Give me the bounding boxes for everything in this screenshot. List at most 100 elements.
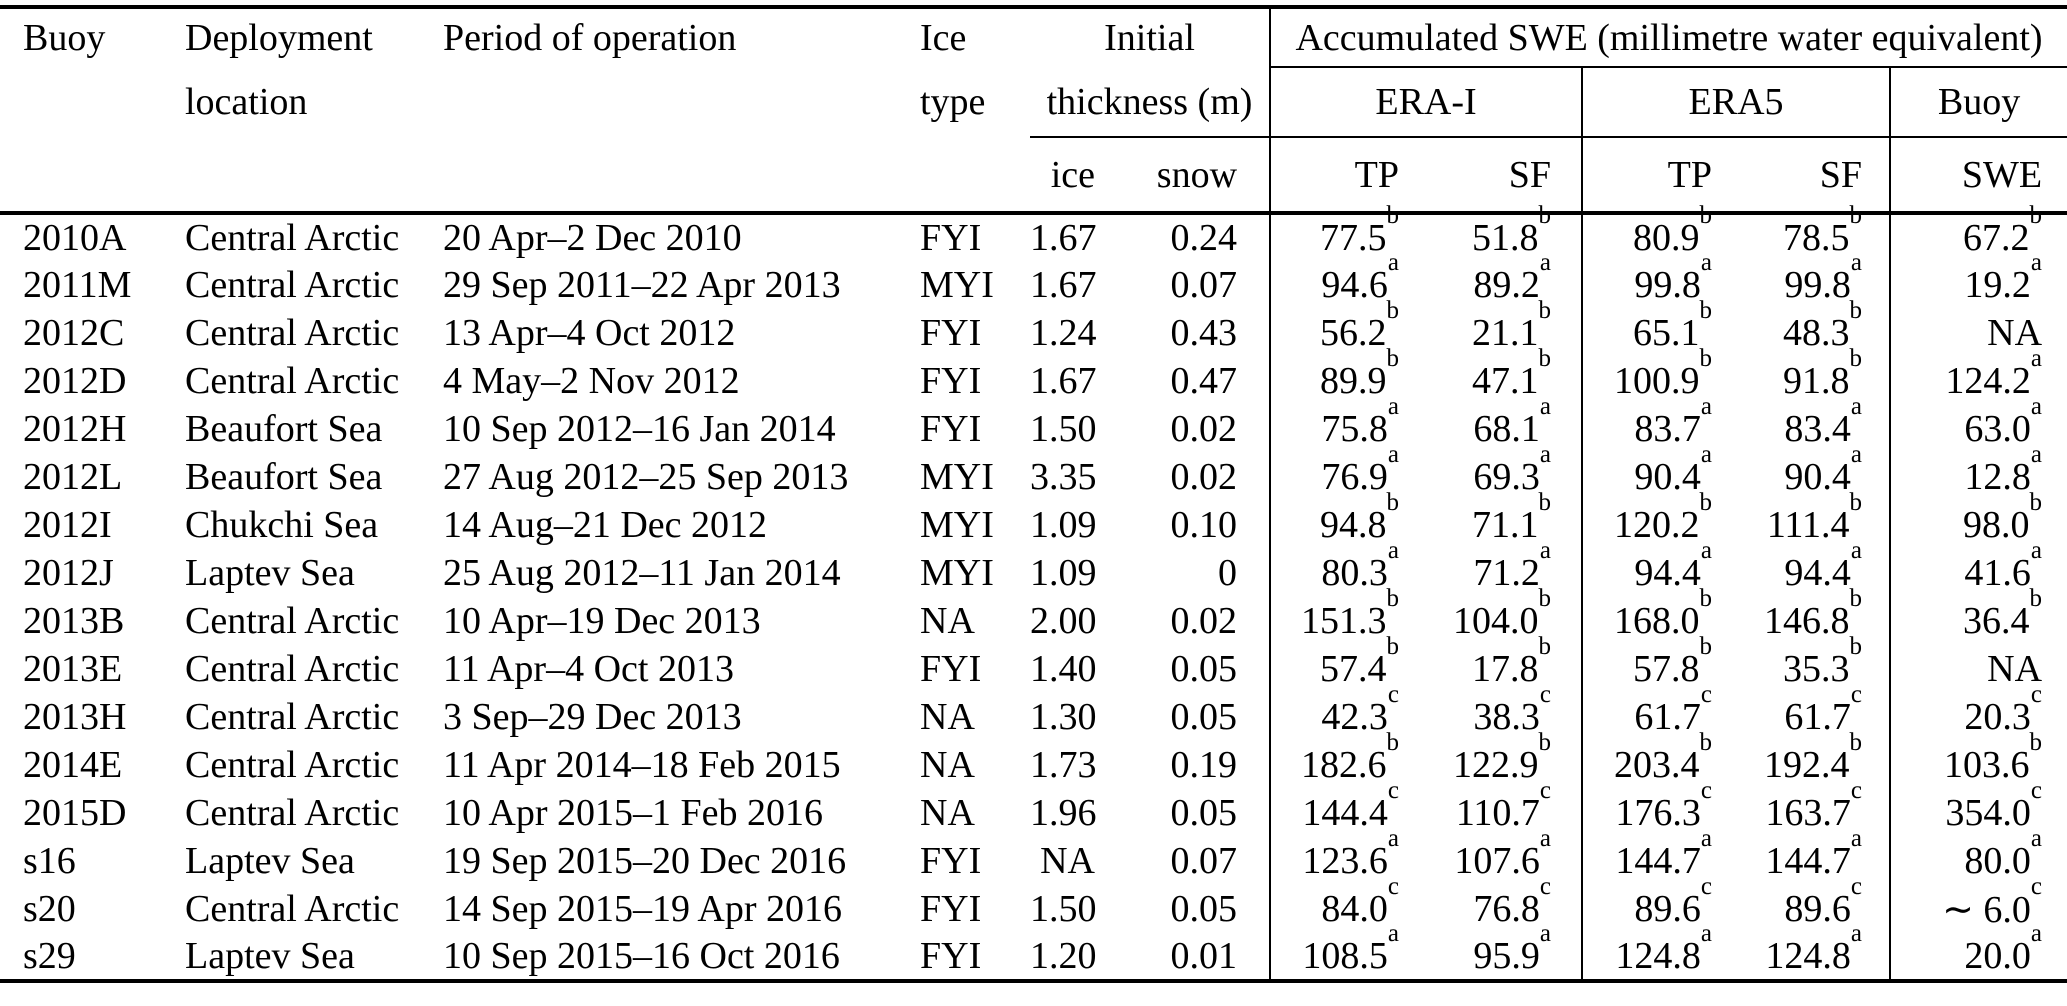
cell-buoy: 2012H [23, 408, 127, 450]
cell-ice: 1.67 [1030, 217, 1097, 259]
cell-era5-sf: 144.7a [1765, 824, 1863, 882]
footnote-marker: b [1386, 296, 1400, 324]
cell-location: Beaufort Sea [185, 408, 383, 450]
footnote-marker: c [1850, 872, 1863, 900]
cell-snow: 0.05 [1170, 648, 1238, 690]
table-row: 2012I Chukchi Sea 14 Aug–21 Dec 2012 MYI 1.0… [0, 490, 2067, 549]
cell-buoy: 2015D [23, 792, 127, 834]
cell-ice: 1.30 [1030, 696, 1097, 738]
footnote-marker: b [1699, 488, 1713, 516]
footnote-marker: a [2030, 440, 2043, 468]
cell-ice-type: MYI [920, 552, 994, 594]
cell-era5-tp: 99.8a [1581, 250, 1719, 309]
cell-snow: 0.02 [1170, 456, 1238, 498]
cell-buoy: 2012I [23, 504, 112, 546]
header-spacer [0, 137, 185, 215]
cell-ice: 1.09 [1030, 504, 1097, 546]
cell-era-i-sf: 17.8b [1472, 632, 1552, 690]
footnote-marker: b [1849, 201, 1863, 229]
header-spacer [443, 67, 900, 137]
cell-buoy-swe: 124.2a [1889, 346, 2067, 405]
cell-era5-sf: 192.4b [1764, 728, 1863, 786]
cell-era5-tp: 168.0b [1581, 586, 1719, 645]
cell-period: 27 Aug 2012–25 Sep 2013 [443, 456, 849, 498]
footnote-marker: a [1539, 536, 1552, 564]
table-row: 2014E Central Arctic 11 Apr 2014–18 Feb 20… [0, 728, 2067, 789]
cell-era-i-tp: 144.4c [1269, 778, 1406, 837]
cell-location: Central Arctic [185, 264, 400, 306]
footnote-marker: a [2030, 919, 2043, 947]
cell-location: Laptev Sea [185, 933, 443, 983]
cell-era5-sf: 61.7c [1784, 680, 1863, 738]
footnote-marker: a [1539, 248, 1552, 276]
cell-ice: 3.35 [1030, 456, 1097, 498]
footnote-marker: c [1700, 872, 1713, 900]
footnote-marker: c [1850, 680, 1863, 708]
subheader-era-i-sf: SF [1405, 137, 1583, 215]
footnote-marker: a [2030, 824, 2043, 852]
footnote-marker: a [2030, 536, 2043, 564]
cell-era5-tp: 120.2b [1581, 490, 1719, 549]
footnote-marker: a [1387, 536, 1400, 564]
cell-era-i-tp: 123.6a [1269, 826, 1406, 885]
table-row: s20 Central Arctic 14 Sep 2015–19 Apr 2016… [0, 872, 2067, 933]
cell-era5-sf: 124.8a [1718, 921, 1891, 983]
cell-buoy: 2013E [23, 648, 123, 690]
table-row: s29 Laptev Sea 10 Sep 2015–16 Oct 2016 FYI 1… [0, 921, 2067, 983]
footnote-marker: a [1850, 824, 1863, 852]
cell-era5-tp: 65.1b [1581, 298, 1719, 357]
footnote-marker: c [1387, 776, 1400, 804]
cell-snow: 0.05 [1170, 792, 1238, 834]
cell-era-i-tp: 76.9a [1269, 442, 1406, 501]
cell-snow: 0.01 [1100, 933, 1271, 983]
footnote-marker: b [1849, 584, 1863, 612]
footnote-marker: b [1849, 632, 1863, 660]
cell-ice: 1.09 [1030, 552, 1097, 594]
header-row-1: Buoy Deployment Period of operation Ice … [0, 7, 2067, 68]
cell-period: 19 Sep 2015–20 Dec 2016 [443, 840, 847, 882]
footnote-marker: a [2030, 344, 2043, 372]
cell-era5-tp: 61.7c [1581, 682, 1719, 741]
footnote-marker: b [1538, 728, 1552, 756]
footnote-marker: b [2029, 201, 2043, 229]
cell-period: 13 Apr–4 Oct 2012 [443, 312, 736, 354]
cell-ice-type: FYI [920, 840, 982, 882]
cell-buoy-swe: 20.0a [1889, 921, 2067, 983]
cell-snow: 0.10 [1170, 504, 1238, 546]
cell-era-i-sf: 47.1b [1472, 344, 1552, 402]
footnote-marker: c [1539, 872, 1552, 900]
cell-era5-sf: 94.4a [1784, 536, 1863, 594]
cell-period: 10 Apr–19 Dec 2013 [443, 600, 761, 642]
footnote-marker: b [1538, 488, 1552, 516]
cell-ice: 1.67 [1030, 360, 1097, 402]
footnote-marker: c [2030, 776, 2043, 804]
cell-era5-sf: 99.8a [1784, 248, 1863, 306]
footnote-marker: b [1849, 296, 1863, 324]
cell-buoy-swe: 19.2a [1889, 250, 2067, 309]
cell-snow: 0.43 [1170, 312, 1238, 354]
cell-location: Central Arctic [185, 744, 400, 786]
footnote-marker: a [1700, 392, 1713, 420]
cell-ice: 1.50 [1030, 888, 1097, 930]
cell-ice-type: MYI [920, 504, 994, 546]
footnote-marker: b [1538, 584, 1552, 612]
cell-era5-sf: 89.6c [1784, 872, 1863, 930]
footnote-marker: a [1700, 440, 1713, 468]
footnote-marker: c [1700, 776, 1713, 804]
cell-location: Central Arctic [185, 600, 400, 642]
subheader-era5-tp: TP [1581, 137, 1719, 215]
cell-buoy-swe: 63.0a [1889, 394, 2067, 453]
cell-ice-type: FYI [920, 648, 982, 690]
cell-location: Central Arctic [185, 696, 400, 738]
footnote-marker: b [1538, 296, 1552, 324]
cell-ice: 2.00 [1030, 600, 1097, 642]
cell-location: Central Arctic [185, 888, 400, 930]
cell-buoy: 2011M [23, 264, 132, 306]
footnote-marker: a [1700, 919, 1713, 947]
cell-era5-tp: 176.3c [1581, 778, 1719, 837]
cell-ice: 1.50 [1030, 408, 1097, 450]
cell-era5-tp: 83.7a [1581, 394, 1719, 453]
cell-snow: 0.05 [1170, 696, 1238, 738]
footnote-marker: b [1538, 344, 1552, 372]
table-row: 2012L Beaufort Sea 27 Aug 2012–25 Sep 2013… [0, 442, 2067, 501]
